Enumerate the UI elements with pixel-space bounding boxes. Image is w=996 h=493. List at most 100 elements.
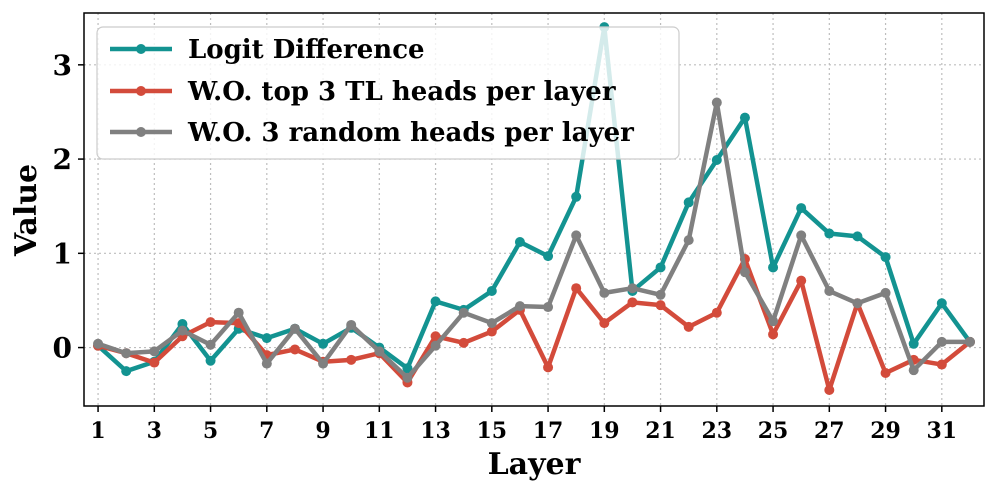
- legend-label-random-heads: W.O. 3 random heads per layer: [187, 118, 634, 148]
- x-tick-label: 29: [870, 418, 901, 444]
- x-tick-label: 21: [645, 418, 676, 444]
- legend-label-logit-difference: Logit Difference: [188, 35, 425, 65]
- data-point-random-heads: [852, 298, 863, 309]
- data-point-top-tl-heads: [289, 344, 300, 355]
- x-tick-label: 27: [814, 418, 845, 444]
- data-point-logit-difference: [936, 298, 947, 309]
- data-point-random-heads: [121, 348, 132, 359]
- data-point-random-heads: [908, 365, 919, 376]
- data-point-logit-difference: [655, 262, 666, 273]
- x-tick-label: 3: [147, 418, 162, 444]
- data-point-logit-difference: [318, 338, 329, 349]
- data-point-logit-difference: [430, 296, 441, 307]
- y-axis-title: Value: [9, 164, 44, 257]
- data-point-logit-difference: [261, 333, 272, 344]
- data-point-top-tl-heads: [346, 354, 357, 365]
- series-line-random-heads: [95, 100, 973, 380]
- data-point-random-heads: [486, 318, 497, 329]
- data-point-logit-difference: [486, 286, 497, 297]
- data-point-logit-difference: [880, 252, 891, 263]
- data-point-logit-difference: [514, 237, 525, 248]
- data-point-top-tl-heads: [458, 337, 469, 348]
- data-point-logit-difference: [908, 338, 919, 349]
- legend-marker-logit-difference: [136, 44, 146, 54]
- data-point-random-heads: [374, 346, 385, 357]
- data-point-top-tl-heads: [205, 317, 216, 328]
- data-point-random-heads: [318, 358, 329, 369]
- legend-entry-random-heads: W.O. 3 random heads per layer: [110, 118, 634, 148]
- data-point-top-tl-heads: [824, 384, 835, 395]
- series-lines: [93, 22, 975, 395]
- legend-entry-logit-difference: Logit Difference: [110, 35, 425, 65]
- y-tick-label: 3: [53, 49, 72, 82]
- x-tick-label: 31: [927, 418, 958, 444]
- data-point-random-heads: [261, 358, 272, 369]
- x-tick-label: 19: [589, 418, 620, 444]
- data-point-random-heads: [289, 323, 300, 334]
- x-tick-label: 17: [533, 418, 564, 444]
- data-point-random-heads: [571, 230, 582, 241]
- data-point-random-heads: [458, 307, 469, 318]
- x-tick-label: 9: [315, 418, 330, 444]
- data-point-top-tl-heads: [683, 321, 694, 332]
- data-point-logit-difference: [768, 262, 779, 273]
- data-point-random-heads: [177, 325, 188, 336]
- data-point-random-heads: [655, 289, 666, 300]
- data-point-random-heads: [711, 97, 722, 108]
- data-point-random-heads: [768, 316, 779, 327]
- data-point-random-heads: [824, 286, 835, 297]
- data-point-logit-difference: [739, 112, 750, 123]
- data-point-top-tl-heads: [571, 283, 582, 294]
- data-point-logit-difference: [796, 203, 807, 214]
- data-point-random-heads: [233, 307, 244, 318]
- y-tick-label: 0: [53, 332, 72, 365]
- x-axis-title: Layer: [488, 447, 582, 482]
- x-tick-label: 15: [477, 418, 508, 444]
- data-point-random-heads: [149, 346, 160, 357]
- x-tick-label: 23: [702, 418, 733, 444]
- x-tick-label: 7: [259, 418, 274, 444]
- data-point-logit-difference: [711, 155, 722, 166]
- data-point-random-heads: [880, 287, 891, 298]
- data-point-logit-difference: [543, 251, 554, 262]
- data-point-top-tl-heads: [430, 331, 441, 342]
- x-tick-label: 5: [203, 418, 218, 444]
- data-point-logit-difference: [852, 231, 863, 242]
- legend: Logit Difference W.O. top 3 TL heads per…: [96, 26, 680, 160]
- data-point-random-heads: [205, 339, 216, 350]
- series-top-tl-heads: [93, 253, 975, 395]
- data-point-top-tl-heads: [880, 368, 891, 379]
- data-point-top-tl-heads: [655, 300, 666, 311]
- data-point-logit-difference: [683, 197, 694, 208]
- x-tick-label: 11: [364, 418, 395, 444]
- data-point-random-heads: [936, 336, 947, 347]
- data-point-logit-difference: [402, 363, 413, 374]
- data-point-top-tl-heads: [711, 307, 722, 318]
- data-point-random-heads: [346, 319, 357, 330]
- data-point-top-tl-heads: [543, 362, 554, 373]
- legend-box: [96, 26, 680, 160]
- data-point-top-tl-heads: [627, 297, 638, 308]
- x-tick-label: 1: [90, 418, 105, 444]
- data-point-random-heads: [430, 340, 441, 351]
- data-point-random-heads: [627, 283, 638, 294]
- series-line-top-tl-heads: [95, 256, 973, 393]
- data-point-random-heads: [964, 336, 975, 347]
- data-point-logit-difference: [121, 366, 132, 377]
- data-point-top-tl-heads: [486, 326, 497, 337]
- data-point-random-heads: [402, 372, 413, 383]
- data-point-random-heads: [93, 338, 104, 349]
- legend-entry-top-tl-heads: W.O. top 3 TL heads per layer: [110, 77, 616, 107]
- data-point-logit-difference: [205, 355, 216, 366]
- data-point-random-heads: [683, 235, 694, 246]
- legend-marker-top-tl-heads: [136, 86, 146, 96]
- x-tick-label: 25: [758, 418, 789, 444]
- x-tick-label: 13: [420, 418, 451, 444]
- data-point-top-tl-heads: [768, 329, 779, 340]
- legend-marker-random-heads: [136, 127, 146, 137]
- data-point-random-heads: [796, 230, 807, 241]
- data-point-random-heads: [514, 301, 525, 312]
- data-point-top-tl-heads: [936, 359, 947, 370]
